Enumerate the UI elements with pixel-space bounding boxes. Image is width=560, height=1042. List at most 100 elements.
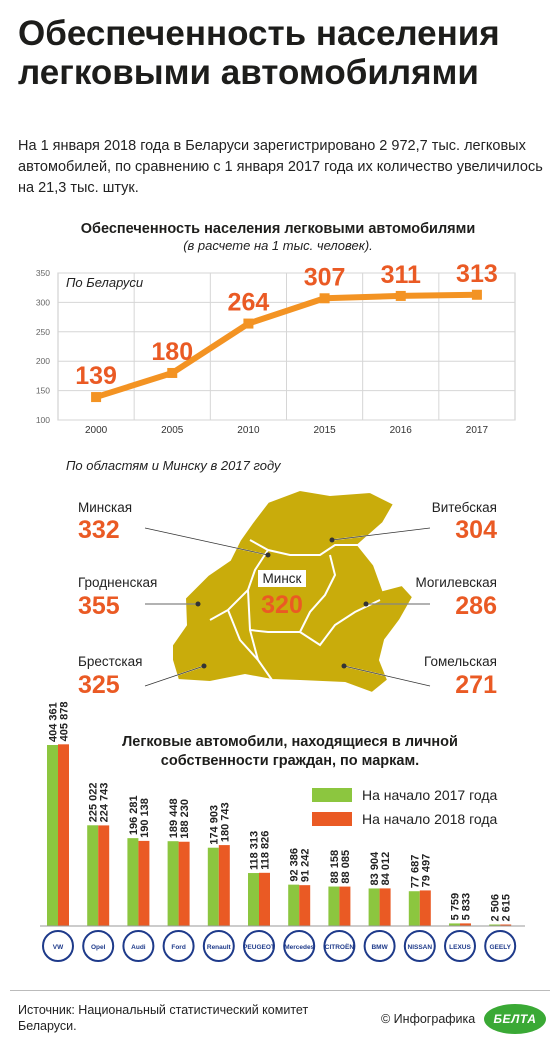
brand-logos: VW Opel Audi Ford Renault PEUGEOT Mercedes CITR… [42,930,517,962]
data-label: 180 [151,338,193,366]
region-value: 355 [78,592,120,620]
bar-2018 [138,840,150,926]
bar-value-label: 79 497 [420,854,432,888]
map-title: По областям и Минску в 2017 году [66,458,282,473]
brand-logo-icon [42,930,74,962]
bar-2018 [500,924,512,926]
bar-chart-legend: На начало 2017 года На начало 2018 года [312,787,498,827]
data-point [395,290,406,301]
bar-2018 [259,872,270,926]
y-tick-label: 300 [36,297,50,307]
bar-value-label: 180 743 [219,802,231,842]
legend-swatch [312,812,352,826]
brand-logo-icon [122,930,155,962]
bar-value-label: 225 022 [88,783,100,823]
data-point [243,318,254,329]
series-line [93,291,480,401]
brand-logo-text: Mercedes [284,944,314,951]
data-point [319,293,330,304]
bar-2017 [248,873,259,926]
data-label: 313 [456,260,498,288]
bar-value-label: 189 448 [168,798,180,838]
bar-2018 [339,886,351,926]
brand-logo-icon [323,930,356,962]
bar-2017 [47,745,58,926]
y-tick-label: 100 [36,415,50,425]
legend-swatch [312,788,352,802]
brand-logo-text: Opel [91,944,106,951]
bar-value-label: 92 386 [289,848,301,882]
bar-value-label: 190 138 [139,798,151,838]
region-value: 286 [455,592,497,620]
x-tick-label: 2010 [237,425,260,436]
region-value: 304 [455,516,497,544]
y-tick-label: 350 [36,268,50,278]
data-point [167,367,178,378]
bar-2018 [178,841,190,926]
bar-value-label: 91 242 [300,849,312,883]
belta-logo: БЕЛТА [484,1004,546,1034]
bar-2018 [379,888,391,926]
x-tick-label: 2017 [466,425,489,436]
bar-chart: Легковые автомобили, находящиеся в лично… [40,702,525,962]
bar-2017 [489,924,501,926]
line-chart-marks: 139 180 264 307 311 313 [75,260,498,403]
region-marker [329,537,335,543]
legend-label: На начало 2017 года [362,787,498,803]
region-name: Гродненская [78,575,157,590]
x-tick-label: 2016 [390,425,413,436]
bar-chart-bars: 404 361 405 878 225 022 224 743 196 281 190 1… [40,702,525,927]
brand-logo-text: LEXUS [449,944,471,951]
brand-logo-icon [283,930,316,962]
bar-value-label: 2 506 [490,894,502,922]
brand-logo-text: VW [53,944,64,951]
brand-logo-text: CITROËN [325,943,355,951]
brand-logo-icon [444,930,476,962]
bar-2018 [98,825,110,926]
brand-logo-icon [243,930,275,962]
bar-value-label: 405 878 [59,702,71,742]
footer-divider [10,990,550,991]
bar-2017 [368,888,380,926]
page-title: Обеспеченность населения легковыми автом… [18,14,500,92]
x-tick-label: 2000 [85,425,108,436]
leader-line [144,665,205,687]
bar-value-label: 188 230 [179,799,191,839]
bar-value-label: 84 012 [380,852,392,886]
bar-2017 [207,847,219,926]
leader-line [144,527,269,556]
bar-value-label: 118 826 [260,831,272,870]
bar-value-label: 196 281 [128,795,140,835]
y-tick-label: 250 [36,327,50,337]
infographic-canvas: Обеспеченность населения легковыми автом… [36,221,525,962]
bar-chart-title-line-1: Легковые автомобили, находящиеся в лично… [122,734,458,750]
belarus-map-shape [171,488,415,695]
brand-logo-text: Audi [131,944,146,951]
data-label: 264 [228,289,270,317]
brand-logo-icon [162,930,195,962]
bar-value-label: 5 833 [461,893,473,921]
brand-logo-text: Renault [207,944,232,951]
region-marker [201,663,207,669]
brand-logo-icon [202,930,235,962]
bar-value-label: 224 743 [99,783,111,823]
data-label: 307 [304,263,346,291]
bar-2017 [288,884,300,926]
bar-2017 [127,838,139,926]
bar-value-label: 404 361 [48,702,60,742]
region-name: Витебская [432,500,497,515]
lead-paragraph: На 1 января 2018 года в Беларуси зарегис… [18,138,543,196]
brand-logo-icon [484,930,517,962]
data-label: 311 [381,261,421,289]
copyright-text: © Инфографика [381,1012,476,1026]
region-name: Брестская [78,654,142,669]
brand-logo-icon [82,930,115,962]
line-chart-series-label: По Беларуси [66,275,143,290]
bar-2017 [167,841,179,926]
bar-2018 [299,885,311,926]
data-point [91,392,102,403]
region-name: Могилевская [415,575,497,590]
capital-label-bg [258,570,306,587]
region-value: 325 [78,671,120,699]
